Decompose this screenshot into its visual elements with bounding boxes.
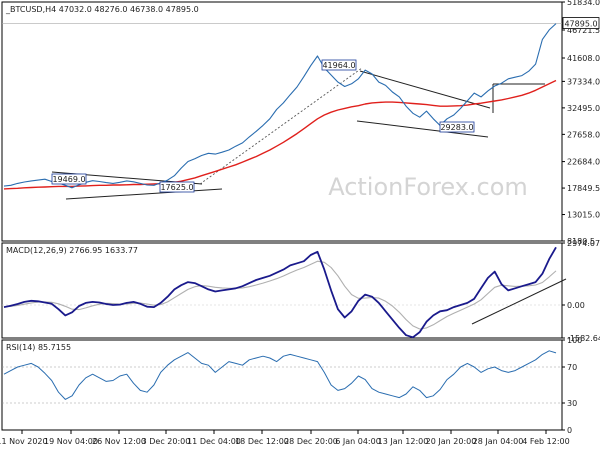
price-y-label-1: 46721.5 <box>567 26 600 35</box>
price-y-label-0: 51834.0 <box>567 0 600 7</box>
panel-titles: _BTCUSD,H4 47032.0 48276.0 46738.0 47895… <box>5 5 199 352</box>
x-label-11: 4 Feb 12:00 <box>522 437 569 446</box>
rsi-y-label-0: 100 <box>567 336 582 345</box>
annotation-box-3 <box>439 121 475 133</box>
moving-average-line <box>3 79 557 190</box>
pattern-trendline-2 <box>359 70 491 109</box>
annotation-label-3: 29283.0 <box>440 123 473 132</box>
rsi-y-label-3: 0 <box>567 426 572 435</box>
x-label-2: 26 Nov 12:00 <box>92 437 146 446</box>
macd-y-label-2: -1582.64 <box>567 334 600 343</box>
annotation-box-1 <box>51 173 87 185</box>
rsi-y-label-2: 30 <box>567 399 577 408</box>
price-y-label-4: 32495.0 <box>567 104 600 113</box>
rsi-y-label-1: 70 <box>567 363 577 372</box>
x-label-8: 13 Jan 12:00 <box>378 437 429 446</box>
price-y-label-7: 17849.5 <box>567 184 600 193</box>
rsi-line <box>3 350 557 400</box>
price-y-label-6: 22684.0 <box>567 158 600 167</box>
macd-y-label-0: 2974.07 <box>567 239 600 248</box>
macd-y-label-1: 0.00 <box>567 301 585 310</box>
price-y-label-9: 8180.5 <box>567 237 595 246</box>
x-label-10: 28 Jan 04:00 <box>473 437 524 446</box>
series-group <box>3 23 557 400</box>
current-price-tag <box>562 17 600 29</box>
price-y-label-3: 37334.0 <box>567 77 600 86</box>
macd-signal-line <box>3 260 557 330</box>
annotation-label-0: 41964.0 <box>322 61 355 70</box>
price-y-label-8: 13015.0 <box>567 211 600 220</box>
annotation-label-1: 19469.0 <box>52 175 85 184</box>
x-label-5: 18 Dec 12:00 <box>235 437 289 446</box>
x-label-7: 6 Jan 04:00 <box>335 437 381 446</box>
macd-line <box>3 246 557 339</box>
pattern-trendline-3 <box>356 120 489 138</box>
annotation-box-2 <box>159 181 195 193</box>
fib-projection-dotted-line <box>199 67 363 185</box>
x-label-3: 3 Dec 20:00 <box>142 437 191 446</box>
annotation-label-2: 17625.0 <box>160 183 193 192</box>
panel-frame-rsi <box>1 339 563 431</box>
chart-frames <box>1 1 563 431</box>
indicator-levels <box>2 23 562 404</box>
x-label-4: 11 Dec 04:00 <box>187 437 241 446</box>
macd-trendline <box>471 278 567 325</box>
watermark-text: ActionForex.com <box>328 173 528 201</box>
macd-panel-title: MACD(12,26,9) 2766.95 1633.77 <box>6 246 138 255</box>
pattern-trendline-1 <box>65 188 223 200</box>
x-label-9: 20 Jan 20:00 <box>426 437 477 446</box>
price-panel-title: _BTCUSD,H4 47032.0 48276.0 46738.0 47895… <box>5 5 199 14</box>
x-label-0: 11 Nov 2020 <box>0 437 48 446</box>
panel-frame-price <box>1 1 563 242</box>
price-y-label-5: 27658.0 <box>567 130 600 139</box>
price-line <box>3 23 557 189</box>
current-price-tag-label: 47895.0 <box>564 20 597 29</box>
watermark: ActionForex.com <box>328 173 528 201</box>
annotation-box-0 <box>321 59 357 71</box>
price-y-label-2: 41608.0 <box>567 54 600 63</box>
x-label-1: 19 Nov 04:00 <box>44 437 98 446</box>
rsi-panel-title: RSI(14) 85.7155 <box>6 343 71 352</box>
y-axes: 51834.0 46721.5 41608.0 37334.0 32495.0 27658… <box>562 0 600 435</box>
panel-frame-macd <box>1 242 563 339</box>
x-label-6: 28 Dec 20:00 <box>284 437 338 446</box>
